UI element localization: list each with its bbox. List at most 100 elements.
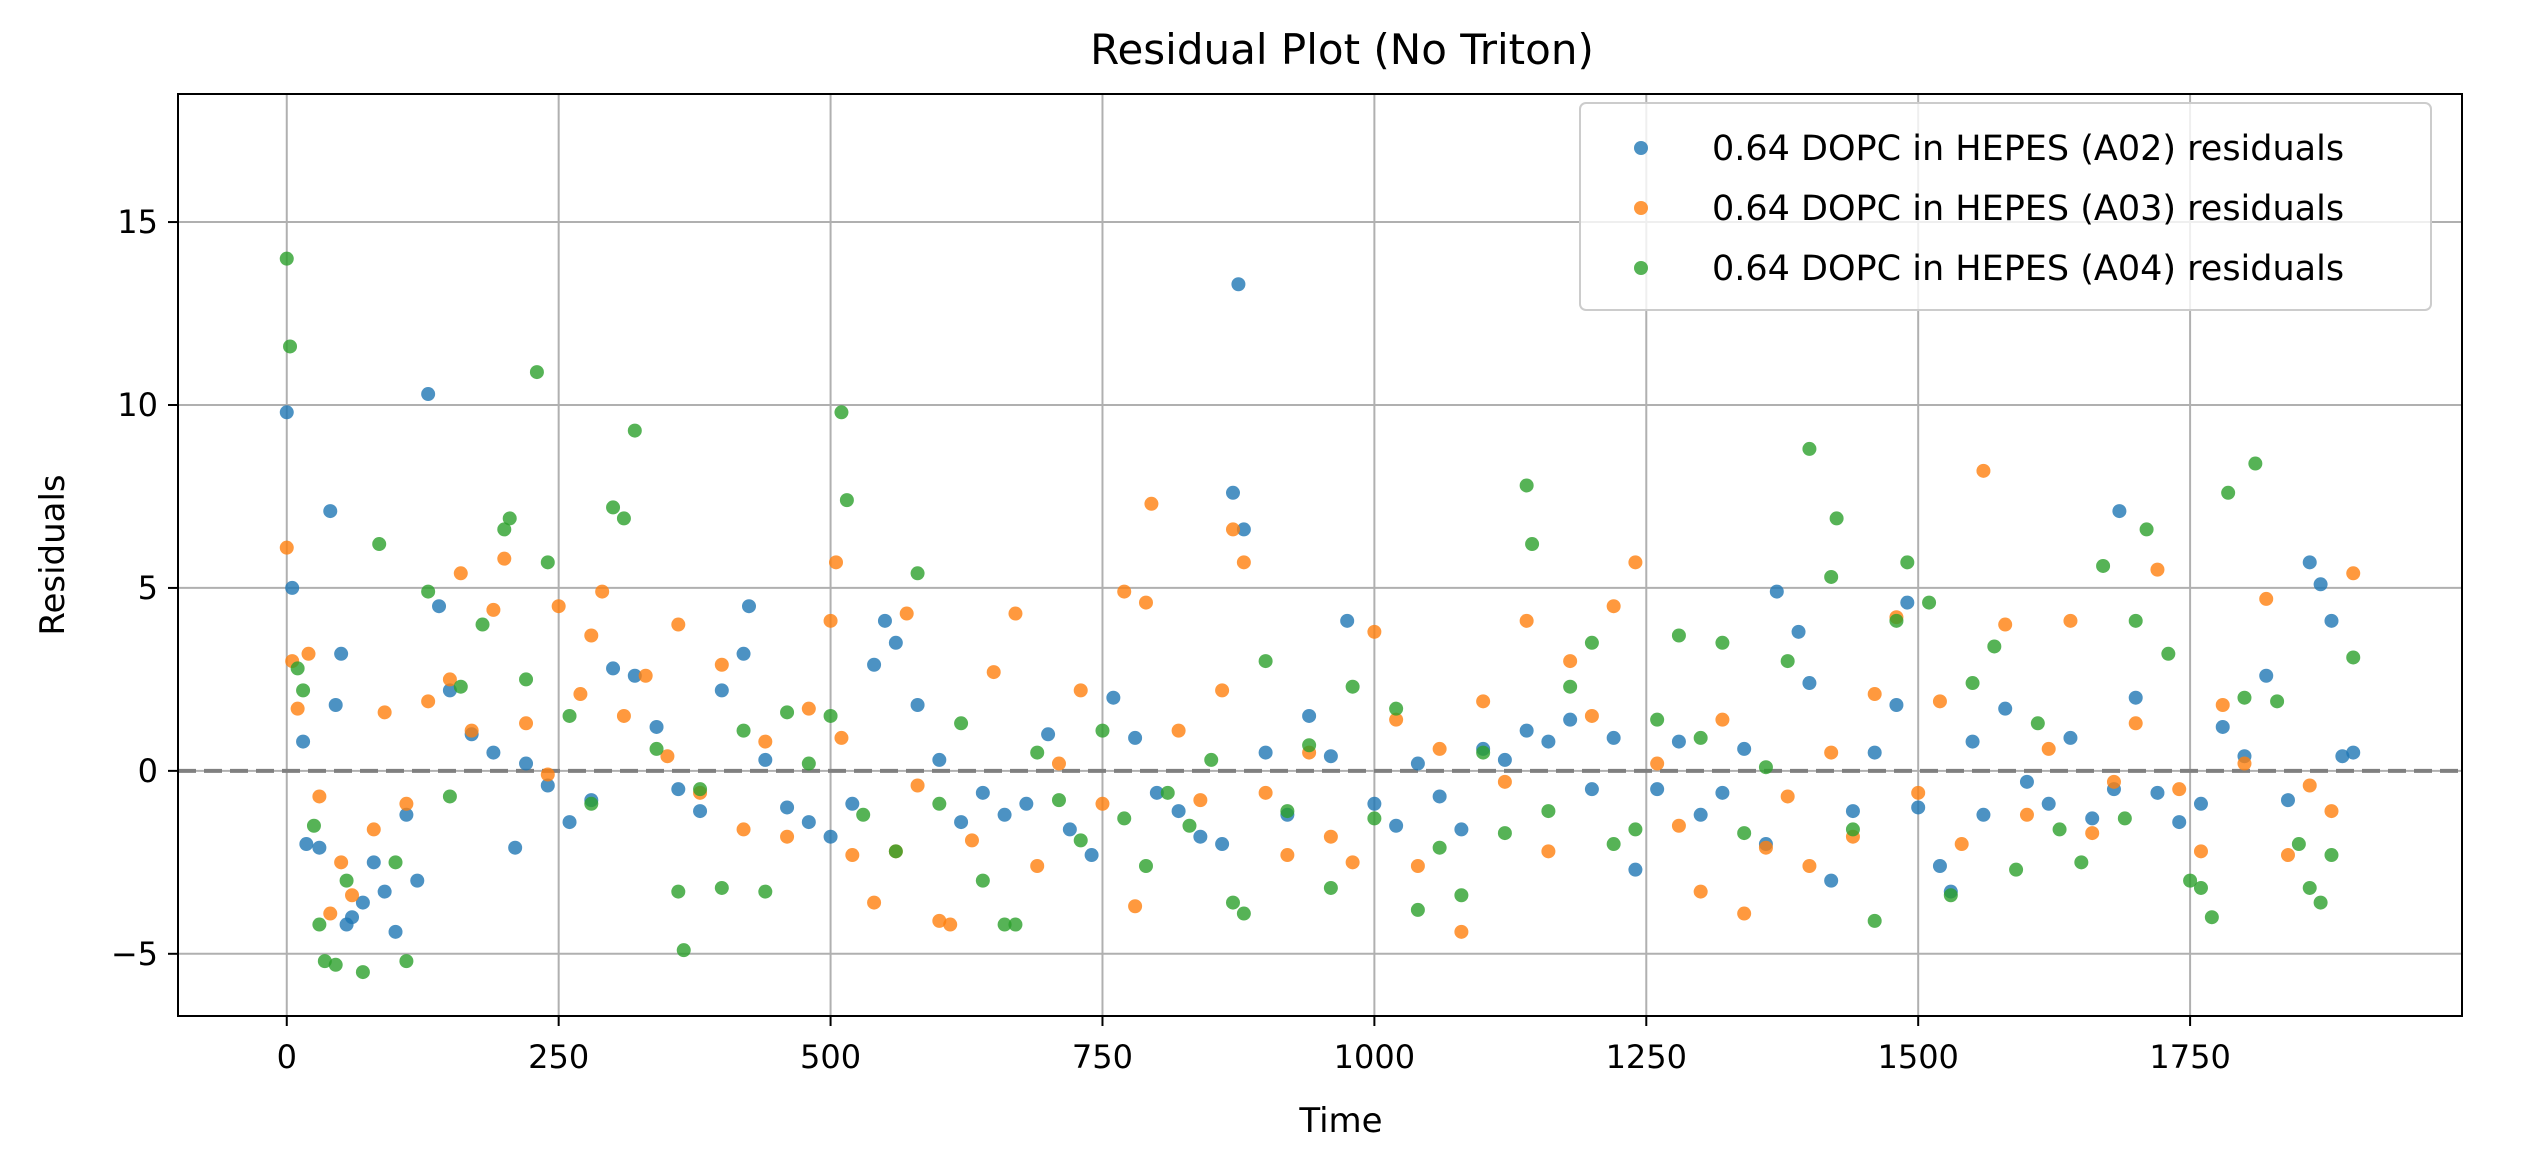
data-point <box>1584 782 1599 797</box>
data-point <box>323 504 338 519</box>
data-point <box>2324 848 2339 863</box>
data-point <box>758 752 773 767</box>
data-point <box>399 954 414 969</box>
data-point <box>856 807 871 822</box>
data-point <box>834 405 849 420</box>
data-point <box>1323 749 1338 764</box>
data-point <box>1824 569 1839 584</box>
data-point <box>312 789 327 804</box>
data-point <box>1824 745 1839 760</box>
data-point <box>2117 811 2132 826</box>
data-point <box>1965 734 1980 749</box>
data-point <box>899 606 914 621</box>
data-point <box>388 855 403 870</box>
data-point <box>693 782 708 797</box>
data-point <box>2215 698 2230 713</box>
legend-marker <box>1634 201 1648 215</box>
y-axis-label: Residuals <box>33 474 73 635</box>
data-point <box>2302 555 2317 570</box>
data-point <box>1541 804 1556 819</box>
data-point <box>1987 639 2002 654</box>
data-point <box>1519 613 1534 628</box>
data-point <box>877 613 892 628</box>
data-point <box>290 701 305 716</box>
data-point <box>1976 807 1991 822</box>
data-point <box>1606 837 1621 852</box>
data-point <box>1541 734 1556 749</box>
data-point <box>1236 906 1251 921</box>
data-point <box>758 884 773 899</box>
data-point <box>1584 635 1599 650</box>
data-point <box>823 613 838 628</box>
data-point <box>1900 595 1915 610</box>
data-point <box>714 657 729 672</box>
data-point <box>801 756 816 771</box>
data-point <box>1606 599 1621 614</box>
data-point <box>736 646 751 661</box>
data-point <box>519 756 534 771</box>
data-point <box>997 807 1012 822</box>
legend-label: 0.64 DOPC in HEPES (A02) residuals <box>1712 129 2344 169</box>
data-point <box>2085 826 2100 841</box>
x-tick-label: 500 <box>800 1038 861 1076</box>
data-point <box>975 785 990 800</box>
data-point <box>442 672 457 687</box>
data-point <box>421 694 436 709</box>
data-point <box>2193 796 2208 811</box>
x-axis-label: Time <box>1298 1101 1382 1141</box>
y-tick-label: −5 <box>111 935 158 973</box>
data-point <box>334 855 349 870</box>
data-point <box>301 646 316 661</box>
data-point <box>1628 862 1643 877</box>
scatter-points <box>279 251 2361 980</box>
data-point <box>1225 522 1240 537</box>
x-tick-label: 1250 <box>1606 1038 1687 1076</box>
data-point <box>1758 840 1773 855</box>
data-point <box>1367 796 1382 811</box>
data-point <box>519 716 534 731</box>
data-point <box>1149 785 1164 800</box>
data-point <box>2324 804 2339 819</box>
data-point <box>584 796 599 811</box>
data-point <box>1410 902 1425 917</box>
data-point <box>1845 822 1860 837</box>
data-point <box>2150 785 2165 800</box>
data-point <box>279 405 294 420</box>
data-point <box>1073 833 1088 848</box>
data-point <box>954 815 969 830</box>
x-tick-label: 0 <box>277 1038 297 1076</box>
data-point <box>464 723 479 738</box>
data-point <box>2106 774 2121 789</box>
data-point <box>1280 848 1295 863</box>
data-point <box>1998 701 2013 716</box>
data-point <box>1389 818 1404 833</box>
data-point <box>1758 760 1773 775</box>
data-point <box>1889 613 1904 628</box>
data-point <box>486 745 501 760</box>
data-point <box>2041 796 2056 811</box>
data-point <box>432 599 447 614</box>
data-point <box>2019 807 2034 822</box>
data-point <box>1051 793 1066 808</box>
data-point <box>758 734 773 749</box>
legend-label: 0.64 DOPC in HEPES (A03) residuals <box>1712 189 2344 229</box>
data-point <box>562 708 577 723</box>
data-point <box>399 807 414 822</box>
data-point <box>312 917 327 932</box>
data-point <box>627 668 642 683</box>
data-point <box>671 884 686 899</box>
data-point <box>2280 793 2295 808</box>
data-point <box>2237 756 2252 771</box>
data-point <box>1867 687 1882 702</box>
data-point <box>736 822 751 837</box>
data-point <box>1302 708 1317 723</box>
data-point <box>2313 577 2328 592</box>
data-point <box>2324 613 2339 628</box>
data-point <box>714 683 729 698</box>
data-point <box>1019 796 1034 811</box>
x-tick-label: 1500 <box>1877 1038 1958 1076</box>
data-point <box>595 584 610 599</box>
data-point <box>2204 910 2219 925</box>
data-point <box>1095 723 1110 738</box>
